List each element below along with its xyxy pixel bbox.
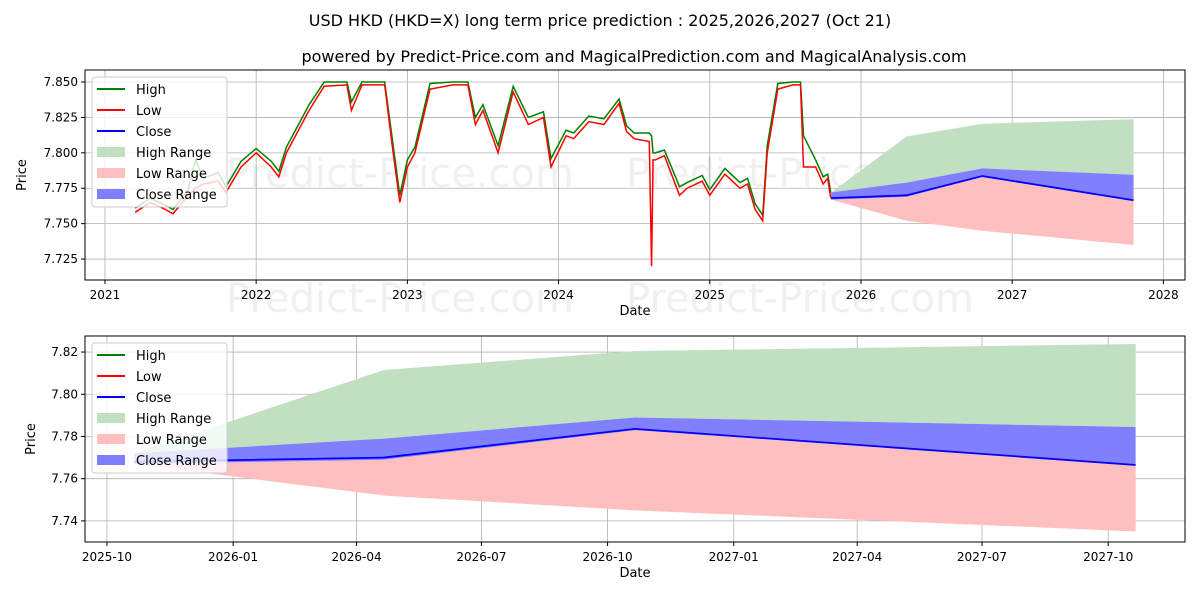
x-tick-label: 2027-01 [709,550,759,564]
x-tick-label: 2026-10 [582,550,632,564]
legend-label: Low [136,104,162,119]
x-tick-label: 2027 [997,288,1028,302]
legend-label: Low Range [136,433,207,448]
y-tick-label: 7.775 [44,181,78,195]
close-series-line [831,175,1134,202]
chart-title: USD HKD (HKD=X) long term price predicti… [309,11,891,30]
legend-label: Close Range [136,188,217,203]
legend-label: High [136,349,166,364]
x-tick-label: 2026 [846,288,877,302]
x-tick-label: 2026-01 [208,550,258,564]
y-tick-label: 7.800 [44,146,78,160]
watermark: Predict-Price.com [626,276,974,322]
x-tick-label: 2025-10 [82,550,132,564]
legend-box [91,342,228,474]
x-tick-label: 2028 [1148,288,1179,302]
y-tick-label: 7.825 [44,110,78,124]
legend-label: High Range [136,146,211,161]
chart-subtitle: powered by Predict-Price.com and Magical… [301,47,966,66]
legend: High Low Close High Range Low Range Close Ran… [91,342,228,474]
legend-label: Close Range [136,454,217,469]
legend-swatch-patch [97,147,125,157]
bottom-chart: 2025-10 2026-01 2026-04 2026-07 2026-10 2027-… [24,335,1186,581]
legend-swatch-patch [97,168,125,178]
low-range-band [831,176,1134,245]
x-axis-label: Date [619,566,650,581]
y-tick-label: 7.78 [51,429,78,443]
legend-label: Close [136,125,171,140]
legend: High Low Close High Range Low Range Close Ran… [91,76,228,208]
legend-swatch-patch [97,455,125,465]
close-range-band [134,417,1136,465]
legend-swatch-patch [97,189,125,199]
y-tick-label: 7.80 [51,387,78,401]
y-tick-label: 7.725 [44,252,78,266]
plot-frame [84,69,1186,281]
x-tick-label: 2027-04 [832,550,882,564]
x-tick-label: 2026-04 [332,550,382,564]
y-tick-label: 7.74 [51,514,78,528]
legend-label: High Range [136,412,211,427]
low-series-line [134,84,832,267]
x-tick-label: 2024 [543,288,574,302]
legend-label: Low [136,370,162,385]
top-chart: 2021 2022 2023 2024 2025 2026 2027 2028 7.725 7.7… [15,69,1186,322]
x-tick-label: 2023 [392,288,423,302]
plot-frame [84,335,1186,543]
x-tick-label: 2022 [241,288,272,302]
x-tick-label: 2027-07 [957,550,1007,564]
watermark: Predict-Price.com [226,151,574,197]
close-series-line [134,427,1136,466]
high-series-line [134,81,832,218]
legend-label: High [136,83,166,98]
x-axis-label: Date [619,304,650,319]
legend-swatch-patch [97,434,125,444]
low-range-band [134,428,1136,532]
x-tick-label: 2021 [90,288,121,302]
y-tick-label: 7.850 [44,75,78,89]
x-tick-label: 2025 [694,288,725,302]
legend-label: Close [136,391,171,406]
y-tick-label: 7.82 [51,345,78,359]
close-range-band [831,168,1134,201]
watermark: Predict-Price.com [226,276,574,322]
y-tick-label: 7.750 [44,217,78,231]
legend-swatch-patch [97,413,125,423]
x-tick-label: 2026-07 [456,550,506,564]
legend-label: Low Range [136,167,207,182]
y-tick-label: 7.76 [51,472,78,486]
x-tick-label: 2027-10 [1083,550,1133,564]
high-range-band [831,119,1134,199]
y-axis-label: Price [15,159,30,191]
high-range-band [134,344,1136,462]
legend-box [91,76,228,208]
y-axis-label: Price [24,423,39,455]
